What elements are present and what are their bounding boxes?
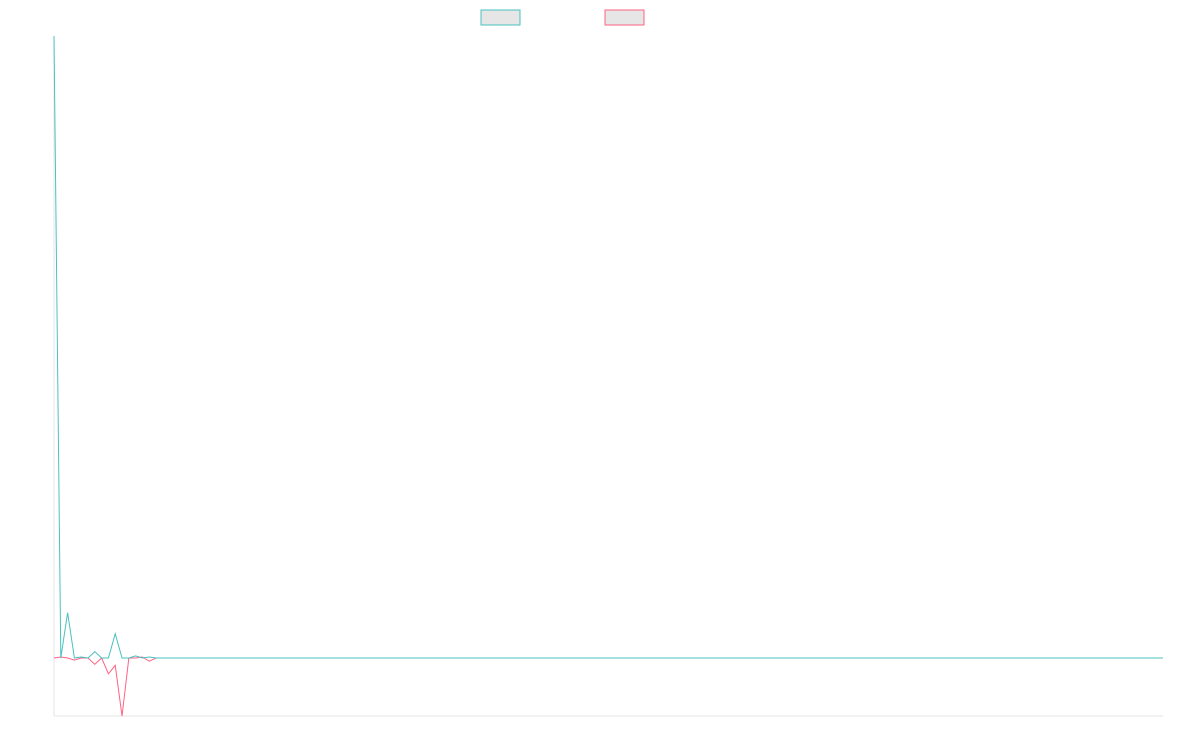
legend-swatch[interactable] bbox=[480, 9, 521, 26]
chart-legend[interactable] bbox=[480, 9, 645, 26]
chart-axes bbox=[53, 36, 1163, 717]
series-layer bbox=[53, 35, 1163, 717]
legend-swatch[interactable] bbox=[604, 9, 645, 26]
legend-item-2[interactable] bbox=[604, 9, 645, 26]
legend-item-1[interactable] bbox=[480, 9, 521, 26]
series-line-2 bbox=[53, 656, 1163, 717]
series-line-1 bbox=[53, 35, 1163, 659]
